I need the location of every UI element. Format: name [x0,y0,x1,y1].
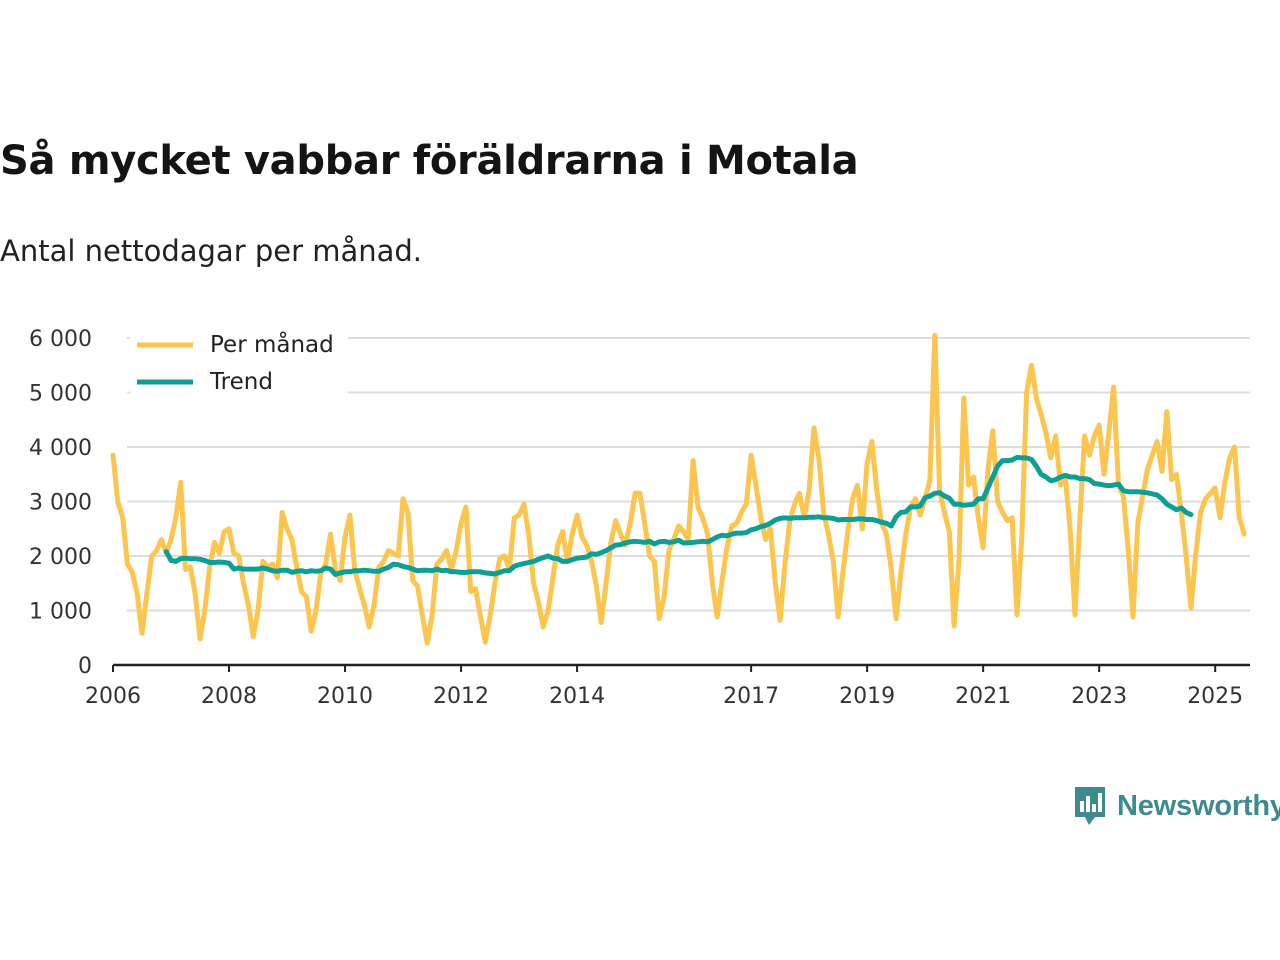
x-tick-label: 2019 [839,684,895,709]
x-tick-label: 2025 [1187,684,1243,709]
y-axis-ticks: 0 1 000 2 000 3 000 4 000 5 000 6 000 [29,327,92,679]
chart-subtitle: Antal nettodagar per månad. [0,234,423,268]
line-chart: 0 1 000 2 000 3 000 4 000 5 000 6 000 2006 2008… [29,327,1250,709]
x-tick-label: 2023 [1071,684,1127,709]
newsworthy-logo-text: Newsworthy [1117,789,1280,822]
legend-background [130,328,348,406]
y-tick-label: 3 000 [29,491,92,516]
y-tick-label: 0 [78,654,92,679]
series-line-monthly [110,332,1247,646]
y-tick-label: 5 000 [29,382,92,407]
legend[interactable]: Per månad Trend [130,328,348,406]
series-line-trend [163,454,1194,577]
y-tick-label: 1 000 [29,600,92,625]
y-tick-label: 6 000 [29,327,92,352]
x-axis-ticks: 2006 2008 2010 2012 2014 2017 2019 2021 2023 2025 [85,665,1243,709]
x-tick-label: 2021 [955,684,1011,709]
y-tick-label: 4 000 [29,436,92,461]
x-tick-label: 2012 [433,684,489,709]
legend-label-trend: Trend [209,369,273,395]
newsworthy-logo-icon [1075,787,1105,825]
legend-label-monthly: Per månad [210,330,334,358]
x-tick-label: 2010 [317,684,373,709]
y-tick-label: 2 000 [29,545,92,570]
x-tick-label: 2008 [201,684,257,709]
newsworthy-logo: Newsworthy [1072,784,1280,828]
series-lines [110,332,1247,646]
x-tick-label: 2014 [549,684,605,709]
x-tick-label: 2017 [723,684,779,709]
chart-title: Så mycket vabbar föräldrarna i Motala [0,138,859,184]
x-tick-label: 2006 [85,684,141,709]
